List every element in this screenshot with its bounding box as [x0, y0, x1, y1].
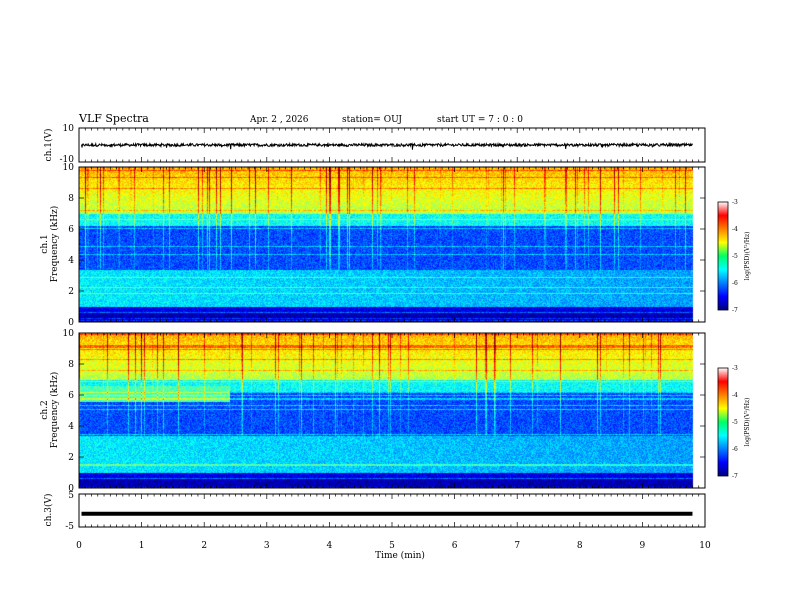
colorbar-tick-label: -6 [732, 446, 738, 453]
ch1-waveform-panel: 10 -10 ch.1(V) [43, 124, 706, 165]
ch3-ytick-bottom: -5 [65, 522, 74, 532]
frequency-tick-label: 2 [68, 453, 74, 463]
ch1-spectrogram-panel: ch.1 Frequency (kHz) 0 2 4 6 8 10 [40, 163, 706, 328]
x-tick-label: 8 [577, 541, 583, 551]
frequency-tick-label: 0 [68, 318, 74, 328]
station-label: station= OUJ [342, 115, 402, 125]
colorbar-tick-label: -6 [732, 280, 738, 287]
frequency-tick-label: 8 [68, 360, 74, 370]
frequency-tick-label: 4 [68, 256, 74, 266]
colorbar-tick-label: -5 [732, 419, 738, 426]
ch2-ylabel-frequency: Frequency (kHz) [49, 372, 60, 449]
x-tick-label: 7 [514, 541, 520, 551]
x-tick-label: 9 [640, 541, 646, 551]
ch1-spectrogram [79, 167, 705, 322]
ch1-colorbar: -3 -4 -5 -6 -7 log(PSD)(V²/Hz) [717, 199, 751, 314]
x-tick-label: 5 [389, 541, 395, 551]
x-tick-label: 4 [327, 541, 333, 551]
x-tick-label: 3 [264, 541, 270, 551]
colorbar-tick-label: -3 [732, 199, 738, 206]
colorbar-tick-label: -7 [732, 307, 738, 314]
colorbar-tick-label: -3 [732, 365, 738, 372]
frequency-tick-label: 4 [68, 422, 74, 432]
ch2-colorbar-label: log(PSD)(V²/Hz) [744, 398, 751, 447]
ch2-spectrogram [79, 333, 705, 488]
ch1-ylabel-frequency: Frequency (kHz) [49, 206, 60, 283]
ch2-spectrogram-panel: ch.2 Frequency (kHz) 0 2 4 6 8 10 [40, 329, 706, 494]
frequency-tick-label: 6 [68, 391, 74, 401]
figure-title: VLF Spectra [78, 112, 149, 125]
colorbar-tick-label: -4 [732, 392, 738, 399]
x-tick-label: 10 [699, 541, 711, 551]
start-time-label: start UT = 7 : 0 : 0 [437, 115, 523, 125]
frequency-tick-label: 0 [68, 484, 74, 494]
ch1-colorbar-label: log(PSD)(V²/Hz) [744, 232, 751, 281]
ch3-waveform-panel: 5 -5 ch.3(V) [43, 491, 706, 532]
ch1-waveform-line [81, 141, 693, 150]
x-axis-tick-labels: 0 1 2 3 4 5 6 7 8 9 10 [76, 541, 711, 551]
x-tick-label: 0 [76, 541, 82, 551]
colorbar-tick-label: -4 [732, 226, 738, 233]
colorbar-tick-label: -7 [732, 473, 738, 480]
ch2-ylabel-channel: ch.2 [40, 400, 50, 419]
ch1-ylabel: ch.1(V) [43, 129, 54, 162]
ch2-colorbar: -3 -4 -5 -6 -7 log(PSD)(V²/Hz) [717, 365, 751, 480]
x-axis-label: Time (min) [375, 550, 425, 561]
ch1-ylabel-channel: ch.1 [40, 234, 50, 253]
colorbar-tick-label: -5 [732, 253, 738, 260]
x-tick-label: 1 [139, 541, 145, 551]
ch3-ytick-top: 5 [68, 491, 74, 501]
date-label: Apr. 2 , 2026 [249, 115, 309, 125]
x-tick-label: 6 [452, 541, 458, 551]
frequency-tick-label: 8 [68, 194, 74, 204]
frequency-tick-label: 2 [68, 287, 74, 297]
frequency-tick-label: 10 [63, 163, 75, 173]
frequency-tick-label: 10 [63, 329, 75, 339]
frequency-tick-label: 6 [68, 225, 74, 235]
ch1-ytick-top: 10 [63, 124, 75, 134]
ch1-ytick-bottom: -10 [60, 155, 75, 165]
ch3-ylabel: ch.3(V) [43, 494, 54, 527]
x-tick-label: 2 [201, 541, 207, 551]
